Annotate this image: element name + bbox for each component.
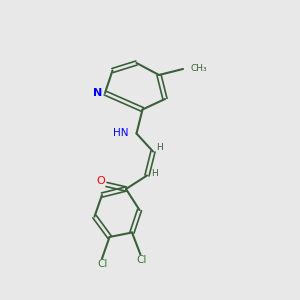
Text: CH₃: CH₃ xyxy=(190,64,207,73)
Text: O: O xyxy=(96,176,105,187)
Text: HN: HN xyxy=(113,128,129,138)
Text: H: H xyxy=(151,169,158,178)
Text: H: H xyxy=(156,143,163,152)
Text: Cl: Cl xyxy=(136,255,146,265)
Text: N: N xyxy=(93,88,102,98)
Text: Cl: Cl xyxy=(98,259,108,269)
